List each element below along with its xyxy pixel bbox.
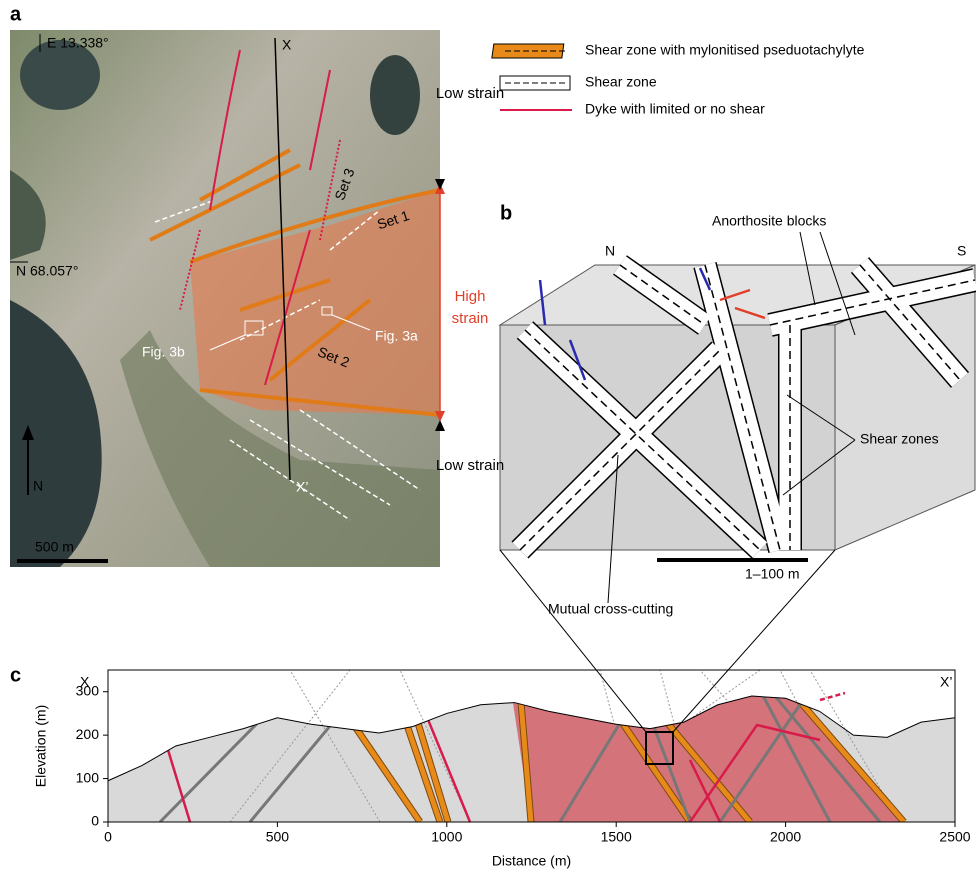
north: N (33, 478, 43, 494)
y-tick-label: 100 (76, 769, 100, 785)
lake (370, 55, 420, 135)
strain-label: High strain (435, 286, 505, 330)
panel-label: c (10, 664, 21, 686)
y-tick-label: 300 (76, 682, 100, 698)
section-end: X’ (940, 674, 952, 690)
south: S (957, 243, 966, 259)
y-axis-label: Elevation (m) (33, 705, 49, 787)
y-tick-label: 200 (76, 726, 100, 742)
legend: Shear zone with mylonitised pseduotachyl… (492, 42, 865, 117)
north: N (605, 243, 615, 259)
annotation: Mutual cross-cutting (548, 601, 673, 617)
fig-ref: Fig. 3a (375, 328, 418, 344)
annotation: Shear zones (860, 431, 939, 447)
section-end: X’ (296, 479, 308, 495)
scale-label: 1–100 m (745, 566, 799, 582)
legend-label: Dyke with limited or no shear (585, 101, 765, 117)
x-tick-label: 2500 (939, 829, 970, 845)
x-axis-label: Distance (m) (492, 853, 571, 869)
x-tick-label: 2000 (770, 829, 801, 845)
annotation: Anorthosite blocks (712, 213, 826, 229)
section-start: X (282, 37, 292, 53)
figure-canvas: a X X’ E 13.338° N 68.057° Set 1 Set 2 S… (0, 0, 976, 877)
panel-label: a (10, 3, 22, 25)
y-tick-label: 0 (91, 813, 99, 829)
fig-ref: Fig. 3b (142, 344, 185, 360)
x-tick-label: 500 (266, 829, 290, 845)
x-tick-label: 0 (104, 829, 112, 845)
latitude: N 68.057° (16, 263, 78, 279)
panel-label: b (500, 202, 512, 224)
strain-label: Low strain (435, 83, 505, 105)
x-tick-label: 1500 (601, 829, 632, 845)
legend-label: Shear zone (585, 74, 657, 90)
longitude: E 13.338° (47, 35, 109, 51)
legend-label: Shear zone with mylonitised pseduotachyl… (585, 42, 865, 58)
scale-label: 500 m (35, 539, 74, 555)
x-tick-label: 1000 (431, 829, 462, 845)
figure: a X X’ E 13.338° N 68.057° Set 1 Set 2 S… (0, 0, 976, 877)
strain-label: Low strain (435, 455, 505, 477)
